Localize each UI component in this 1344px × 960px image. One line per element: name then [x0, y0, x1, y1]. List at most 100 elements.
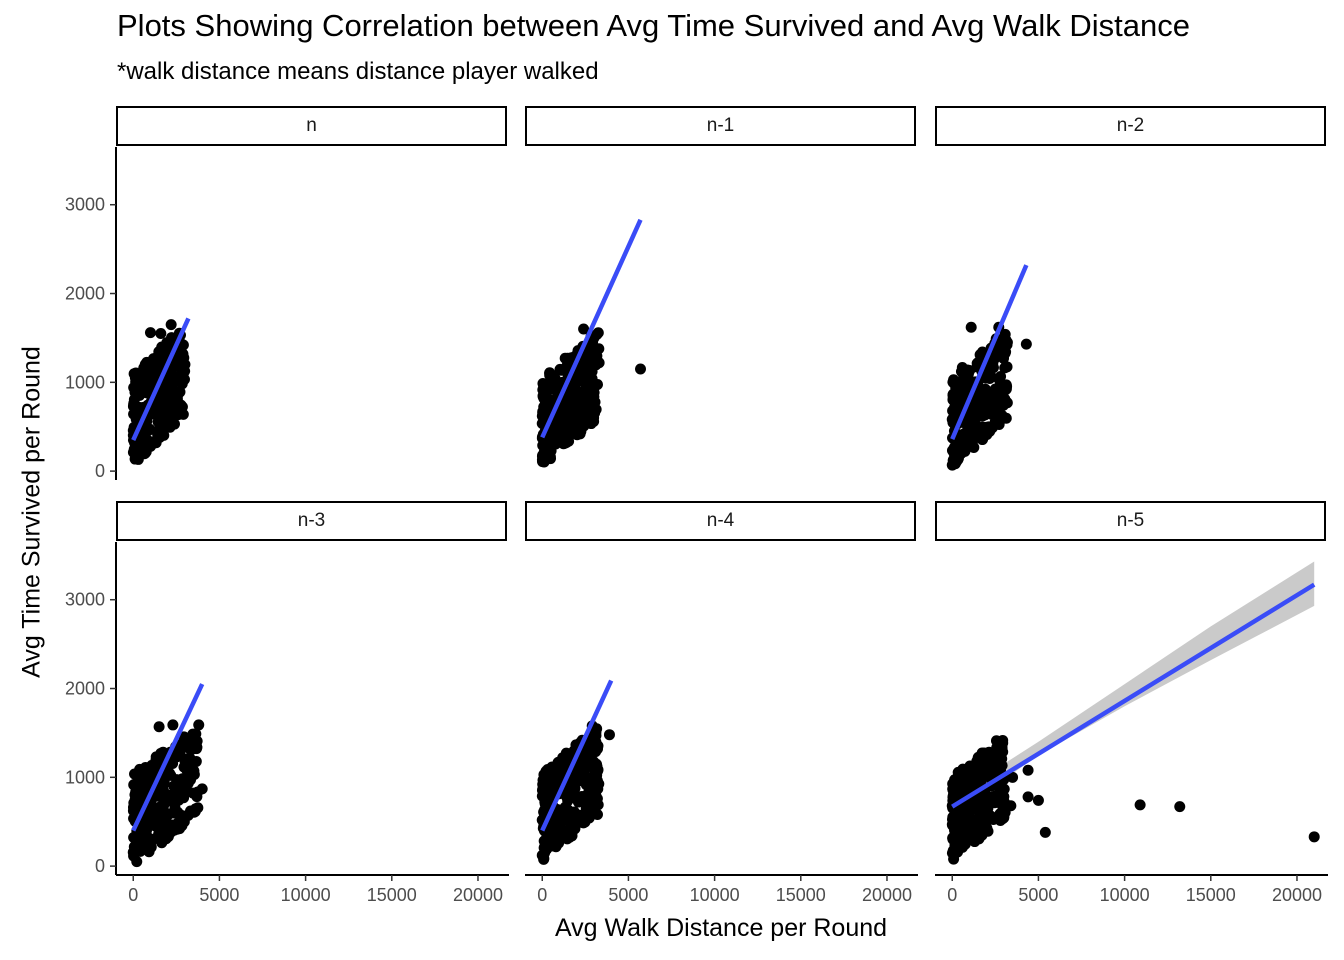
x-tick-label: 20000	[1272, 885, 1322, 905]
data-point	[947, 392, 959, 404]
data-point	[949, 458, 961, 470]
data-point	[1001, 361, 1013, 373]
outlier-point	[1005, 800, 1017, 812]
data-point	[144, 363, 156, 375]
data-point	[959, 382, 971, 394]
panel-n-1	[536, 218, 646, 468]
data-point	[977, 399, 989, 411]
data-point	[153, 354, 165, 366]
x-tick-label: 0	[947, 885, 957, 905]
data-point	[949, 824, 961, 836]
data-point	[994, 415, 1006, 427]
data-point	[557, 752, 569, 764]
facet-strip-n: n	[116, 106, 507, 146]
data-point	[592, 743, 604, 755]
data-point	[571, 765, 583, 777]
x-tick-label: 15000	[367, 885, 417, 905]
data-point	[546, 761, 558, 773]
data-point	[172, 747, 184, 759]
data-point	[955, 447, 967, 459]
outlier-point	[144, 327, 156, 339]
data-point	[168, 418, 180, 430]
data-point	[994, 400, 1006, 412]
outlier-point	[1174, 801, 1186, 813]
data-point	[572, 392, 584, 404]
outlier-point	[174, 354, 186, 366]
data-point	[970, 803, 982, 815]
x-tick-label: 0	[128, 885, 138, 905]
outlier-point	[167, 719, 179, 731]
panel-n-2	[946, 264, 1032, 471]
data-point	[976, 347, 988, 359]
panel-n-4: 0 5000 10000 15000 20000	[525, 679, 918, 905]
x-axis-label: Avg Walk Distance per Round	[554, 914, 888, 942]
x-tick-label: 0	[537, 885, 547, 905]
data-point	[996, 743, 1008, 755]
x-tick-label: 20000	[862, 885, 912, 905]
data-point	[559, 807, 571, 819]
data-point	[129, 386, 141, 398]
data-point	[994, 797, 1006, 809]
y-tick-label: 2000	[65, 679, 105, 699]
outlier-point	[1007, 771, 1019, 783]
facet-strip-n-2: n-2	[935, 106, 1326, 146]
data-point	[191, 740, 203, 752]
data-point	[544, 369, 556, 381]
data-point	[169, 807, 181, 819]
data-point	[587, 378, 599, 390]
data-point	[175, 399, 187, 411]
data-point	[553, 771, 565, 783]
facet-strip-n-5: n-5	[935, 501, 1326, 541]
x-tick-label: 5000	[199, 885, 239, 905]
data-point	[181, 765, 193, 777]
x-tick-label: 5000	[1018, 885, 1058, 905]
chart-subtitle: *walk distance means distance player wal…	[117, 58, 599, 85]
data-point	[156, 817, 168, 829]
outlier-point	[1039, 826, 1051, 838]
data-point	[978, 426, 990, 438]
data-point	[983, 746, 995, 758]
outlier-point	[1022, 764, 1034, 776]
outlier-point	[155, 327, 167, 339]
outlier-point	[153, 721, 165, 733]
regression-line	[540, 679, 614, 832]
data-point	[175, 781, 187, 793]
data-point	[570, 409, 582, 421]
data-point	[949, 379, 961, 391]
data-point	[176, 820, 188, 832]
data-point	[985, 394, 997, 406]
data-point	[965, 411, 977, 423]
x-tick-label: 5000	[608, 885, 648, 905]
outlier-point	[1020, 338, 1032, 350]
data-point	[984, 373, 996, 385]
regression-line	[131, 683, 205, 832]
y-tick-label: 3000	[65, 590, 105, 610]
panel-n: 0 1000 2000 3000	[65, 147, 191, 481]
data-point	[545, 453, 557, 465]
data-point	[958, 428, 970, 440]
y-tick-label: 2000	[65, 284, 105, 304]
outlier-point	[603, 729, 615, 741]
outlier-point	[1134, 799, 1146, 811]
x-tick-label: 10000	[690, 885, 740, 905]
data-point	[564, 822, 576, 834]
facet-strip-n-3: n-3	[116, 501, 507, 541]
data-point	[164, 395, 176, 407]
data-point	[557, 435, 569, 447]
data-point	[176, 378, 188, 390]
data-point	[949, 843, 961, 855]
data-point	[962, 368, 974, 380]
data-point	[546, 782, 558, 794]
y-tick-label: 3000	[65, 195, 105, 215]
data-point	[588, 387, 600, 399]
data-point	[154, 410, 166, 422]
data-point	[173, 794, 185, 806]
data-point	[542, 378, 554, 390]
outlier-point	[588, 332, 600, 344]
data-point	[583, 803, 595, 815]
outlier-point	[1022, 791, 1034, 803]
data-point	[586, 366, 598, 378]
data-point	[578, 420, 590, 432]
data-point	[990, 735, 1002, 747]
data-point	[157, 835, 169, 847]
